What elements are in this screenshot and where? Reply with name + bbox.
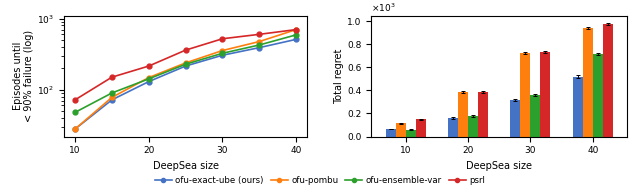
ofu-ensemble-var: [71, 111, 79, 113]
ofu-ensemble-var: [108, 92, 116, 94]
Bar: [385, 129, 396, 136]
Legend: ofu-exact-ube (ours), ofu-pombu, ofu-ensemble-var, psrl: ofu-exact-ube (ours), ofu-pombu, ofu-ens…: [151, 173, 489, 189]
psrl: [182, 49, 189, 51]
Bar: [511, 100, 520, 136]
Bar: [458, 92, 468, 136]
Y-axis label: Total regret: Total regret: [334, 48, 344, 104]
Bar: [415, 120, 426, 136]
ofu-exact-ube (ours): [219, 54, 227, 56]
psrl: [108, 76, 116, 78]
psrl: [145, 65, 152, 67]
psrl: [255, 33, 263, 35]
Line: ofu-ensemble-var: ofu-ensemble-var: [72, 32, 299, 115]
ofu-ensemble-var: [182, 63, 189, 65]
ofu-pombu: [108, 96, 116, 98]
ofu-pombu: [219, 49, 227, 52]
ofu-pombu: [255, 40, 263, 43]
ofu-pombu: [71, 128, 79, 130]
ofu-pombu: [292, 28, 300, 31]
X-axis label: DeepSea size: DeepSea size: [466, 161, 532, 171]
ofu-ensemble-var: [292, 34, 300, 36]
ofu-exact-ube (ours): [182, 65, 189, 67]
Bar: [583, 28, 593, 136]
Text: $\times10^3$: $\times10^3$: [371, 2, 396, 14]
psrl: [219, 38, 227, 40]
ofu-pombu: [182, 62, 189, 64]
ofu-pombu: [145, 76, 152, 79]
X-axis label: DeepSea size: DeepSea size: [152, 161, 219, 171]
Bar: [531, 95, 540, 136]
Bar: [540, 52, 550, 136]
Bar: [396, 123, 406, 136]
ofu-exact-ube (ours): [255, 46, 263, 49]
Bar: [593, 54, 603, 136]
ofu-exact-ube (ours): [145, 80, 152, 83]
Bar: [603, 24, 613, 136]
Bar: [448, 118, 458, 136]
ofu-ensemble-var: [219, 52, 227, 54]
ofu-exact-ube (ours): [292, 38, 300, 41]
ofu-exact-ube (ours): [71, 128, 79, 130]
Line: ofu-pombu: ofu-pombu: [72, 27, 299, 131]
Bar: [573, 77, 583, 136]
Line: ofu-exact-ube (ours): ofu-exact-ube (ours): [72, 37, 299, 131]
psrl: [292, 28, 300, 31]
ofu-exact-ube (ours): [108, 99, 116, 101]
ofu-ensemble-var: [255, 44, 263, 46]
psrl: [71, 99, 79, 101]
Bar: [468, 116, 478, 136]
Y-axis label: Episodes until
< 90% failure (log): Episodes until < 90% failure (log): [13, 30, 35, 122]
Bar: [520, 53, 531, 136]
Bar: [406, 130, 415, 136]
ofu-ensemble-var: [145, 78, 152, 80]
Bar: [478, 92, 488, 136]
Line: psrl: psrl: [72, 27, 299, 102]
